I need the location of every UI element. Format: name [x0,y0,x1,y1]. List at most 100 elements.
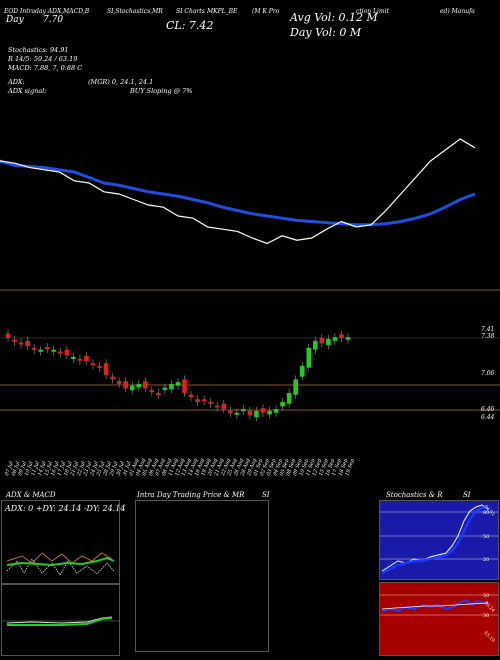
date-tick: 17 Jul [57,460,68,476]
stoch-panel-title: Stochastics & R [386,491,443,499]
header-line1-left: EOD Intraday ADX,MACD,B [4,8,90,15]
date-tick: 05 Sep [279,457,291,476]
candle [175,382,181,386]
candle [25,340,30,347]
candle [103,363,109,375]
candle [339,334,344,338]
candle [345,337,351,340]
date-tick: 05 Aug [142,458,154,477]
candle [44,347,50,349]
date-tick: 11 Aug [168,458,180,477]
candle [273,409,279,413]
date-tick: 18 Jul [63,460,74,476]
date-tick: 11 Jul [30,460,41,476]
candle [267,410,272,415]
intraday-panel [135,500,269,652]
day-label: Day [6,15,24,25]
date-tick: 19 Aug [200,458,212,477]
candle [90,363,96,366]
adx-signal-value: BUY Sloping @ 7% [130,87,193,95]
date-tick: 24 Jul [89,460,100,477]
date-tick: 02 Sep [259,457,271,476]
stochastics-text: Stochastics: 94.91 [8,46,69,54]
adx-line [6,552,113,564]
macd-line [6,556,115,567]
candle [221,403,227,410]
candle [18,342,24,345]
candle [260,408,266,413]
candle [149,390,155,393]
candle [58,351,63,354]
date-tick: 06 Aug [148,458,160,477]
date-tick: 09 Jul [17,460,28,476]
intraday-panel-si: SI [262,491,270,499]
rsi-value-label-2: 63.19 [483,630,496,643]
stoch-panel: 80 50 20 94.91 [379,500,499,580]
candle [195,399,200,402]
macd-panel-chart [2,616,119,626]
candle [201,399,207,402]
price-label-1: 7.41 [481,326,495,333]
date-tick: 21 Jul [69,460,80,477]
date-tick: 28 Jul [102,460,113,477]
header-company-3: ed) Manufa [440,8,475,15]
intraday-panel-title: Intra Day Trading Price & MR [137,491,245,499]
candle [116,381,122,384]
adx-values: (MGR) 0, 24.1, 24.1 [88,78,154,86]
date-tick: 07 Jul [4,460,15,476]
date-tick: 10 Jul [24,460,35,476]
candle [38,349,43,352]
header-company-2: ction Limit [356,8,389,15]
candle [31,347,37,350]
rsi-signal-line [381,602,489,610]
date-tick: 14 Aug [187,458,199,477]
header-company: (M K Pro [252,8,280,15]
rsi-line [381,598,489,613]
candle [293,379,298,395]
candle [156,392,161,395]
rsi-value-label: 59.24 [483,600,496,613]
adx-panel-title: ADX & MACD [6,491,56,499]
candle [326,338,331,346]
candle [299,365,305,377]
date-tick: 03 Sep [266,457,278,476]
close-label: CL: 7.42 [166,19,214,32]
adx-panel: ADX: 0 +DY: 24.14 -DY: 24.14 [1,500,125,584]
candle [77,358,83,361]
date-tick: 16 Jul [50,460,61,476]
adx-signal-label: ADX signal: [8,87,47,95]
date-tick: 18 Aug [194,458,206,477]
rsi-panel: 50 30 59.24 63.19 [379,582,499,656]
rsi-30-tick: 30 [483,613,489,619]
date-tick: 08 Sep [285,457,297,476]
header-line1-mid: SI,Stochastics,MR [107,8,163,15]
candle [123,381,128,389]
price-white-line [0,138,476,245]
date-tick: 31 Jul [122,460,133,476]
date-tick: 18 Sep [338,457,350,476]
macd-panel [1,584,120,656]
date-tick: 22 Jul [76,460,87,477]
macd-value-line [7,617,113,626]
candle [64,349,70,356]
candle [332,337,338,341]
date-tick: 11 Sep [305,457,317,476]
date-tick: 10 Sep [298,457,310,476]
date-tick: 09 Sep [292,457,304,476]
date-tick: 08 Jul [11,460,22,476]
candle [169,383,174,390]
candle [247,410,253,416]
candle [129,385,135,391]
candle [5,333,11,338]
date-tick: 04 Aug [135,458,147,477]
candle [84,356,89,362]
adx-panel-values: ADX: 0 +DY: 24.14 -DY: 24.14 [5,504,126,513]
date-tick: 15 Jul [43,460,54,476]
stoch-20-tick: 20 [483,557,489,563]
adx-label: ADX: [8,78,25,86]
date-tick: 25 Jul [95,460,106,477]
ma-blue-line [0,159,476,227]
header-line1-mid2: SI Charts [176,8,205,15]
day-volume: Day Vol: 0 M [290,26,362,39]
